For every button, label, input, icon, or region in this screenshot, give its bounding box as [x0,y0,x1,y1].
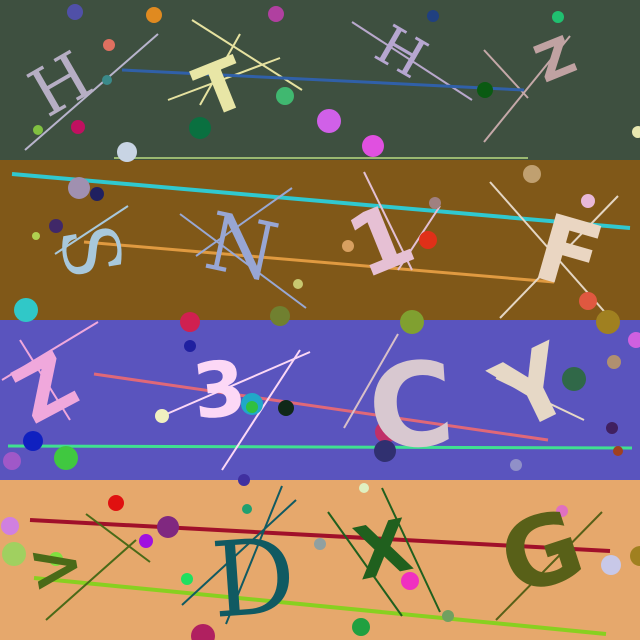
row-2-noise [11,165,631,334]
row-3-background [0,320,640,480]
row-1-noise [24,4,640,162]
row-3-noise [1,321,640,486]
row-4-noise [1,483,640,640]
row-2-background [0,160,640,320]
row-4-background [0,480,640,640]
captcha-char-r4-c1: > [22,523,90,608]
captcha-char-r4-c2: D [208,514,300,640]
captcha-char-r3-c3: C [364,336,458,477]
captcha-char-r3-c2: 3 [188,343,250,437]
